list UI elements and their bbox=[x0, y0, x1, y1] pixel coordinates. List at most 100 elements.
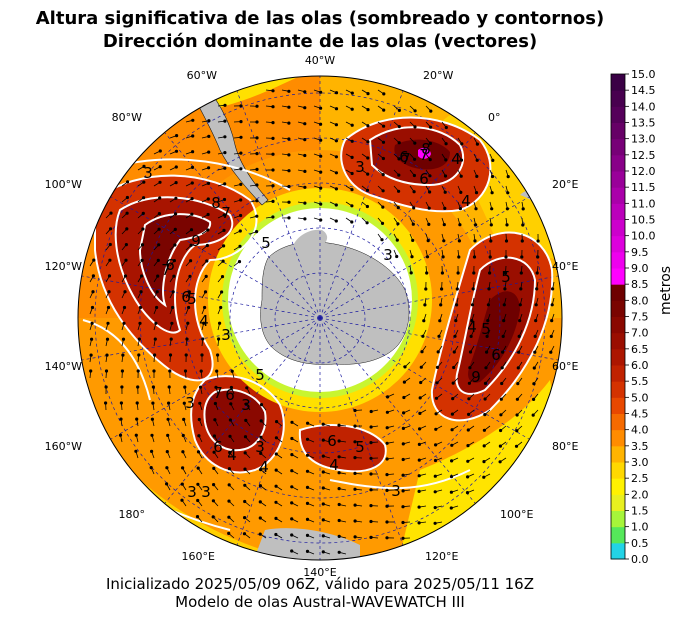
wave-vector-head bbox=[337, 486, 341, 491]
wave-vector-head bbox=[150, 417, 154, 421]
wave-vector-head bbox=[106, 305, 111, 310]
colorbar-tick-label: 11.0 bbox=[631, 197, 656, 210]
wave-vector-head bbox=[319, 218, 323, 222]
wave-vector-head bbox=[305, 437, 310, 441]
wave-vector-head bbox=[255, 199, 259, 203]
wave-vector-head bbox=[482, 459, 486, 464]
wave-vector-head bbox=[366, 108, 370, 112]
colorbar-swatch bbox=[611, 251, 625, 269]
meridian-label: 140°W bbox=[45, 360, 82, 373]
wave-vector-head bbox=[303, 153, 307, 158]
colorbar-tick-label: 8.0 bbox=[631, 294, 649, 307]
wave-vector-head bbox=[221, 259, 225, 263]
wave-vector-head bbox=[549, 350, 553, 354]
wave-vector-head bbox=[198, 385, 203, 389]
wave-vector-head bbox=[125, 211, 129, 215]
wave-vector-head bbox=[157, 243, 161, 247]
wave-vector-head bbox=[197, 434, 201, 438]
colorbar-tick-label: 11.5 bbox=[631, 181, 656, 194]
contour-label: 3 bbox=[383, 246, 393, 264]
wave-vector-head bbox=[290, 549, 294, 553]
wave-vector-head bbox=[303, 106, 307, 110]
wave-vector-head bbox=[213, 418, 217, 422]
wave-vector-head bbox=[467, 381, 471, 385]
wave-vector-head bbox=[381, 124, 386, 128]
wave-vector-head bbox=[468, 350, 473, 354]
wave-vector-head bbox=[206, 228, 210, 232]
wave-vector-head bbox=[490, 174, 495, 179]
wave-vector-head bbox=[228, 418, 232, 422]
wave-vector-head bbox=[135, 401, 139, 405]
wave-vector-head bbox=[243, 467, 247, 471]
wave-vector-head bbox=[259, 435, 263, 439]
wave-vector-head bbox=[474, 207, 478, 211]
wave-vector-head bbox=[142, 164, 146, 168]
wave-vector-head bbox=[471, 287, 475, 291]
colorbar-swatch bbox=[611, 365, 625, 382]
wave-vector-head bbox=[92, 258, 96, 262]
colorbar-swatch bbox=[611, 478, 625, 495]
wave-vector-head bbox=[138, 321, 142, 325]
wave-vector-head bbox=[238, 244, 242, 248]
wave-vector-head bbox=[184, 353, 188, 357]
wave-vector-head bbox=[334, 91, 339, 95]
wave-vector-head bbox=[457, 239, 461, 243]
colorbar-tick-label: 6.5 bbox=[631, 343, 649, 356]
contour-label: 3 bbox=[391, 482, 401, 500]
wave-vector-head bbox=[466, 459, 470, 463]
wave-vector-head bbox=[239, 104, 243, 108]
wave-vector-head bbox=[515, 413, 519, 417]
wave-vector-head bbox=[274, 468, 278, 472]
wave-vector-head bbox=[274, 436, 278, 440]
wave-vector-head bbox=[290, 501, 294, 505]
wave-vector-head bbox=[499, 413, 503, 417]
wave-vector-head bbox=[533, 350, 537, 354]
contour-label: 5 bbox=[187, 290, 197, 308]
wave-vector-head bbox=[450, 443, 454, 447]
wave-vector-head bbox=[397, 108, 401, 113]
wave-vector-head bbox=[381, 156, 385, 161]
wave-vector-head bbox=[171, 290, 175, 294]
colorbar-swatch bbox=[611, 429, 625, 447]
wave-vector-head bbox=[460, 142, 464, 146]
wave-vector-head bbox=[203, 290, 208, 294]
wave-vector-head bbox=[534, 303, 538, 307]
contour-label: 7 bbox=[419, 146, 429, 164]
wave-direction-vectors bbox=[89, 89, 555, 555]
wave-vector-head bbox=[212, 450, 216, 454]
wave-vector-head bbox=[500, 366, 504, 370]
wave-vector-head bbox=[239, 120, 243, 124]
wave-vector-head bbox=[454, 318, 458, 323]
wave-vector-head bbox=[227, 467, 231, 471]
colorbar-swatch bbox=[611, 526, 625, 544]
colorbar-swatch bbox=[611, 348, 625, 366]
wave-vector-head bbox=[350, 123, 354, 127]
wave-vector-head bbox=[321, 534, 325, 538]
contour-label: 6 bbox=[213, 438, 223, 456]
wave-vector-head bbox=[427, 222, 431, 226]
wave-vector-head bbox=[350, 220, 354, 224]
wave-vector-head bbox=[498, 460, 502, 464]
wave-vector-head bbox=[287, 216, 291, 220]
wave-vector-head bbox=[217, 337, 221, 341]
wave-vector-head bbox=[151, 385, 155, 389]
wave-vector-head bbox=[174, 165, 178, 169]
wave-vector-head bbox=[305, 501, 310, 505]
wave-vector-head bbox=[443, 206, 447, 210]
colorbar-tick-label: 4.5 bbox=[631, 408, 649, 421]
wave-vector-head bbox=[353, 455, 357, 460]
wave-vector-head bbox=[136, 369, 140, 373]
wave-vector-head bbox=[190, 181, 194, 185]
wave-vector-head bbox=[550, 303, 554, 307]
wave-vector-head bbox=[271, 152, 275, 156]
wave-vector-head bbox=[207, 166, 211, 170]
wave-vector-head bbox=[353, 408, 357, 413]
wave-vector-head bbox=[244, 402, 248, 406]
wave-vector-head bbox=[168, 369, 172, 373]
wave-vector-head bbox=[157, 212, 161, 216]
wave-vector-head bbox=[255, 230, 259, 234]
wave-vector-head bbox=[318, 90, 323, 94]
wave-vector-head bbox=[350, 139, 354, 143]
wave-vector-head bbox=[451, 396, 455, 401]
colorbar-swatch bbox=[611, 300, 625, 317]
